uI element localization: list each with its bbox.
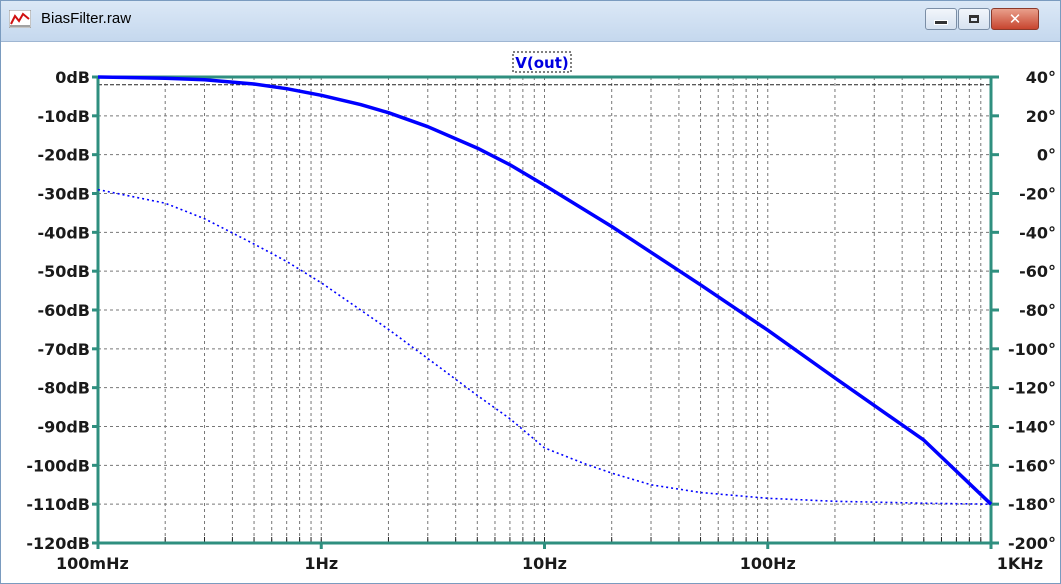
axes	[92, 75, 999, 549]
trace-label-box	[512, 51, 572, 73]
y-right-tick-label: 40°	[1026, 68, 1056, 87]
trace-label[interactable]: V(out)	[515, 54, 568, 72]
y-right-tick-label: -80°	[1019, 301, 1056, 320]
y-right-tick-label: -200°	[1008, 534, 1056, 553]
y-right-tick-label: -160°	[1008, 456, 1056, 475]
y-left-tick-label: -60dB	[37, 301, 90, 320]
y-right-tick-label: 0°	[1037, 146, 1056, 165]
y-right-tick-label: -140°	[1008, 418, 1056, 437]
maximize-icon	[969, 15, 979, 23]
series	[97, 75, 993, 506]
y-right-tick-label: -20°	[1019, 185, 1056, 204]
y-left-tick-label: -10dB	[37, 107, 90, 126]
x-tick-label: 100mHz	[56, 554, 129, 573]
waveform-plot-icon	[9, 10, 31, 28]
y-right-tick-label: -100°	[1008, 340, 1056, 359]
y-left-tick-label: -20dB	[37, 146, 90, 165]
x-tick-label: 100Hz	[740, 554, 796, 573]
x-tick-label: 1Hz	[304, 554, 338, 573]
x-tick-label: 10Hz	[522, 554, 567, 573]
title-bar[interactable]: BiasFilter.raw ✕	[1, 1, 1060, 42]
y-right-tick-label: -180°	[1008, 495, 1056, 514]
y-right-tick-label: -120°	[1008, 379, 1056, 398]
y-left-tick-label: -50dB	[37, 262, 90, 281]
y-left-tick-label: -110dB	[26, 495, 90, 514]
minimize-icon	[934, 19, 948, 25]
close-icon: ✕	[1008, 9, 1022, 28]
y-left-tick-label: -40dB	[37, 223, 90, 242]
tick-labels: 0dB -10dB -20dB -30dB -40dB -50dB -60dB -70dB -8…	[26, 68, 1056, 573]
maximize-button[interactable]	[958, 8, 990, 30]
y-left-tick-label: -90dB	[37, 418, 90, 437]
y-left-tick-label: -80dB	[37, 379, 90, 398]
phase-trace[interactable]	[97, 188, 992, 505]
close-button[interactable]: ✕	[991, 8, 1039, 30]
trace-legend[interactable]: V(out)	[512, 51, 572, 73]
y-left-tick-label: -30dB	[37, 185, 90, 204]
y-left-tick-label: -70dB	[37, 340, 90, 359]
y-left-tick-label: -100dB	[26, 456, 90, 475]
minimize-button[interactable]	[925, 8, 957, 30]
y-left-tick-label: 0dB	[55, 68, 90, 87]
x-tick-label: 1KHz	[997, 554, 1043, 573]
grid	[98, 77, 991, 543]
y-right-tick-label: -40°	[1019, 223, 1056, 242]
y-left-tick-label: -120dB	[26, 534, 90, 553]
magnitude-trace[interactable]	[97, 75, 993, 506]
y-right-tick-label: -60°	[1019, 262, 1056, 281]
y-right-tick-label: 20°	[1026, 107, 1056, 126]
window-title: BiasFilter.raw	[41, 10, 132, 27]
